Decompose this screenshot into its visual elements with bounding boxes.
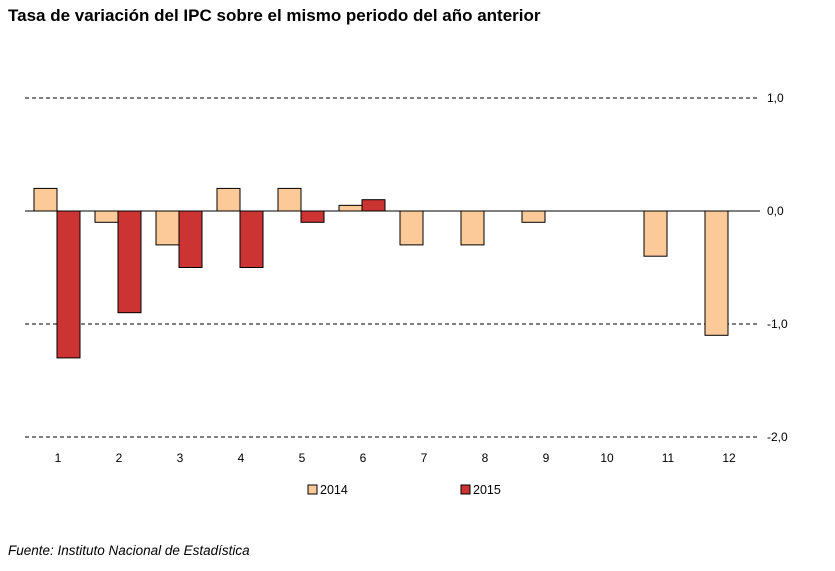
y-tick-label: -1,0 [767, 317, 788, 331]
legend-swatch-2014 [307, 484, 318, 495]
bar-2015-5 [300, 210, 325, 223]
bar-2014-1 [33, 187, 58, 212]
x-tick-label: 3 [177, 451, 184, 465]
y-tick-label: 0,0 [767, 204, 784, 218]
bar-2014-6 [338, 204, 363, 212]
bar-2015-6 [361, 199, 386, 212]
legend-label-2014: 2014 [320, 483, 348, 497]
x-tick-label: 1 [55, 451, 62, 465]
x-tick-label: 4 [238, 451, 245, 465]
y-tick-label: -2,0 [767, 430, 788, 444]
legend-label-2015: 2015 [473, 483, 501, 497]
bar-2014-5 [277, 187, 302, 212]
x-tick-label: 9 [543, 451, 550, 465]
x-tick-label: 12 [722, 451, 736, 465]
x-tick-label: 2 [116, 451, 123, 465]
bar-2015-2 [117, 210, 142, 314]
x-tick-label: 11 [662, 451, 675, 465]
legend-swatch-2015 [460, 484, 471, 495]
bar-2014-3 [155, 210, 180, 246]
legend: 2014 2015 [307, 483, 501, 497]
x-tick-label: 7 [421, 451, 428, 465]
chart-title: Tasa de variación del IPC sobre el mismo… [8, 6, 541, 25]
bar-2014-12 [704, 210, 729, 336]
x-tick-label: 6 [360, 451, 367, 465]
bar-2014-9 [521, 210, 546, 223]
bar-2014-2 [94, 210, 119, 223]
y-axis-ticks: 1,0 0,0 -1,0 -2,0 [767, 91, 788, 444]
bar-2014-8 [460, 210, 485, 246]
bar-2014-11 [643, 210, 668, 257]
bar-2014-4 [216, 187, 241, 212]
bar-2015-4 [239, 210, 264, 268]
y-tick-label: 1,0 [767, 91, 784, 105]
source-note: Fuente: Instituto Nacional de Estadístic… [8, 543, 250, 558]
x-tick-label: 5 [299, 451, 306, 465]
bar-2014-7 [399, 210, 424, 246]
grid-layer [25, 97, 760, 438]
bar-2015-1 [56, 210, 81, 359]
x-tick-label: 8 [482, 451, 489, 465]
bars-layer [33, 187, 729, 359]
bar-2015-3 [178, 210, 203, 268]
x-axis-ticks: 1 2 3 4 5 6 7 8 9 10 11 12 [55, 451, 736, 465]
x-tick-label: 10 [600, 451, 614, 465]
